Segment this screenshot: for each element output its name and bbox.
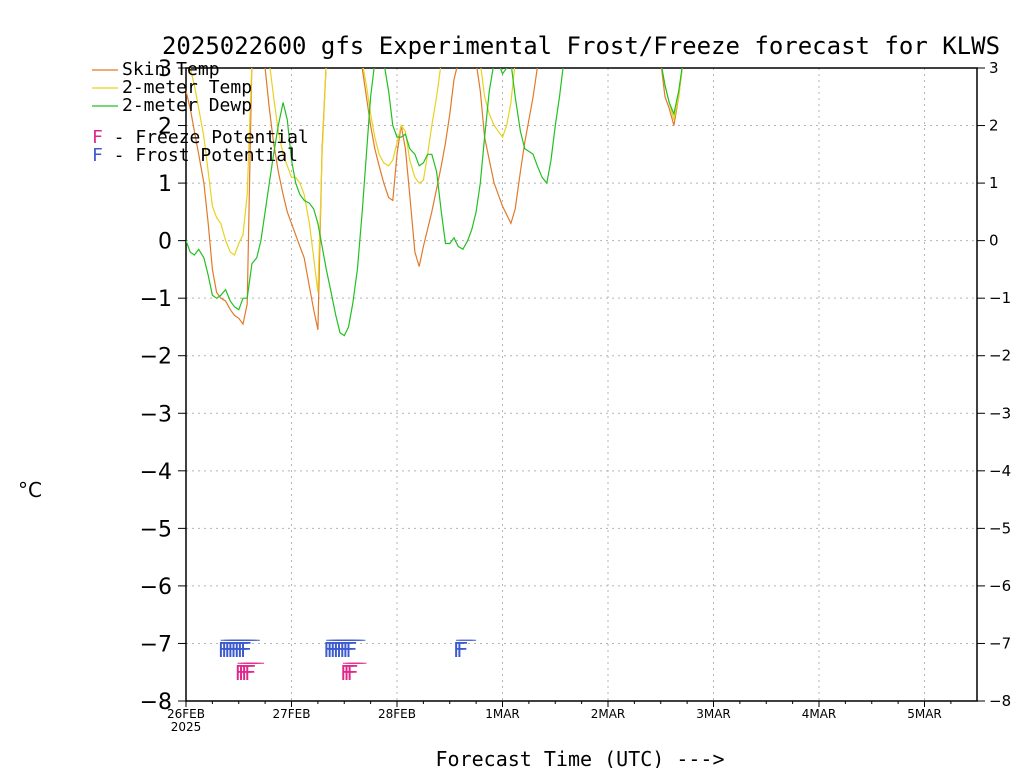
frost-marker: F bbox=[233, 638, 245, 662]
series-line-skin-temp bbox=[186, 68, 683, 330]
y-tick-label-right: −3 bbox=[989, 404, 1011, 422]
legend-label-2m-temp: 2-meter Temp bbox=[122, 77, 252, 98]
y-tick-label-right: −1 bbox=[989, 289, 1011, 307]
y-tick-label-right: 1 bbox=[989, 174, 999, 192]
legend-label-2m-dewp: 2-meter Dewp bbox=[122, 95, 252, 116]
x-axis-label: Forecast Time (UTC) ---> bbox=[436, 747, 725, 768]
x-tick-label: 2MAR bbox=[591, 707, 626, 721]
frost-marker: F bbox=[339, 638, 351, 662]
y-axis-label: °C bbox=[18, 478, 42, 502]
x-tick-label: 28FEB bbox=[378, 707, 416, 721]
y-tick-label-right: −6 bbox=[989, 577, 1011, 595]
frost-marker: F bbox=[230, 638, 242, 662]
frost-marker: F bbox=[227, 638, 239, 662]
x-tick-label: 26FEB bbox=[167, 707, 205, 721]
legend-frost-label: F - Frost Potential bbox=[92, 145, 298, 166]
y-tick-label-left: 3 bbox=[158, 57, 172, 82]
legend-freeze-label: F - Freeze Potential bbox=[92, 127, 309, 148]
y-tick-label-left: −5 bbox=[140, 517, 172, 542]
y-tick-label-left: −7 bbox=[140, 632, 172, 657]
legend-freeze-letter: F bbox=[92, 127, 103, 148]
y-tick-label-right: 0 bbox=[989, 232, 999, 250]
frost-marker: F bbox=[240, 638, 252, 662]
plot-area-frame bbox=[185, 67, 978, 702]
y-tick-label-left: −2 bbox=[140, 345, 172, 370]
frost-marker: F bbox=[329, 638, 341, 662]
x-tick-label: 4MAR bbox=[802, 707, 837, 721]
y-tick-label-left: −8 bbox=[140, 690, 172, 715]
frost-marker: F bbox=[237, 638, 249, 662]
series-layer bbox=[186, 68, 683, 337]
y-tick-label-left: −6 bbox=[140, 575, 172, 600]
freeze-marker: F bbox=[241, 661, 253, 685]
x-tick-label: 27FEB bbox=[273, 707, 311, 721]
y-tick-label-left: 1 bbox=[158, 172, 172, 197]
y-tick-label-right: 2 bbox=[989, 117, 999, 135]
grid-lines bbox=[186, 68, 977, 701]
y-tick-label-left: 2 bbox=[158, 115, 172, 140]
legend-label-skin-temp: Skin Temp bbox=[122, 59, 220, 80]
frost-marker: F bbox=[453, 638, 465, 662]
y-tick-label-right: −5 bbox=[989, 519, 1011, 537]
freeze-marker: F bbox=[235, 661, 247, 685]
frost-marker: F bbox=[345, 638, 357, 662]
frost-marker: F bbox=[456, 638, 468, 662]
x-tick-label: 3MAR bbox=[696, 707, 731, 721]
frost-marker: F bbox=[323, 638, 335, 662]
series-line-2-meter-dewp bbox=[186, 68, 683, 337]
frost-marker: F bbox=[218, 638, 230, 662]
frost-marker: F bbox=[333, 638, 345, 662]
x-tick-label: 1MAR bbox=[485, 707, 520, 721]
y-tick-label-right: 3 bbox=[989, 59, 999, 77]
series-line-2-meter-temp bbox=[189, 68, 683, 293]
y-tick-label-right: −7 bbox=[989, 634, 1011, 652]
freeze-marker: F bbox=[244, 661, 256, 685]
y-tick-label-right: −8 bbox=[989, 692, 1011, 710]
y-tick-label-left: 0 bbox=[158, 230, 172, 255]
legend-frost-letter: F bbox=[92, 145, 103, 166]
frost-marker: F bbox=[326, 638, 338, 662]
freeze-marker: F bbox=[346, 661, 358, 685]
x-axis: 26FEB 27FEB 28FEB 1MAR 2MAR 3MAR 4MAR 5MAR 2025 bbox=[167, 701, 952, 734]
y-axis-right: −8 −7 −6 −5 −4 −3 −2 −1 0 1 2 3 bbox=[977, 59, 1011, 710]
frost-marker: F bbox=[221, 638, 233, 662]
y-tick-label-left: −1 bbox=[140, 287, 172, 312]
y-axis-left: −8 −7 −6 −5 −4 −3 −2 −1 0 1 2 3 bbox=[140, 57, 186, 715]
frost-marker: F bbox=[342, 638, 354, 662]
legend-frost-text: - Frost Potential bbox=[103, 145, 298, 166]
y-tick-label-left: −3 bbox=[140, 402, 172, 427]
freeze-marker: F bbox=[343, 661, 355, 685]
freeze-marker: F bbox=[340, 661, 352, 685]
freeze-marker: F bbox=[238, 661, 250, 685]
legend-freeze-text: - Freeze Potential bbox=[103, 127, 309, 148]
y-tick-label-right: −2 bbox=[989, 347, 1011, 365]
frost-marker: F bbox=[224, 638, 236, 662]
frost-marker: F bbox=[336, 638, 348, 662]
y-tick-label-right: −4 bbox=[989, 462, 1011, 480]
x-tick-year: 2025 bbox=[171, 720, 202, 734]
y-tick-label-left: −4 bbox=[140, 460, 172, 485]
chart-title: 2025022600 gfs Experimental Frost/Freeze… bbox=[162, 32, 1000, 60]
x-tick-label: 5MAR bbox=[907, 707, 942, 721]
legend: Skin Temp 2-meter Temp 2-meter Dewp F F … bbox=[92, 59, 309, 166]
